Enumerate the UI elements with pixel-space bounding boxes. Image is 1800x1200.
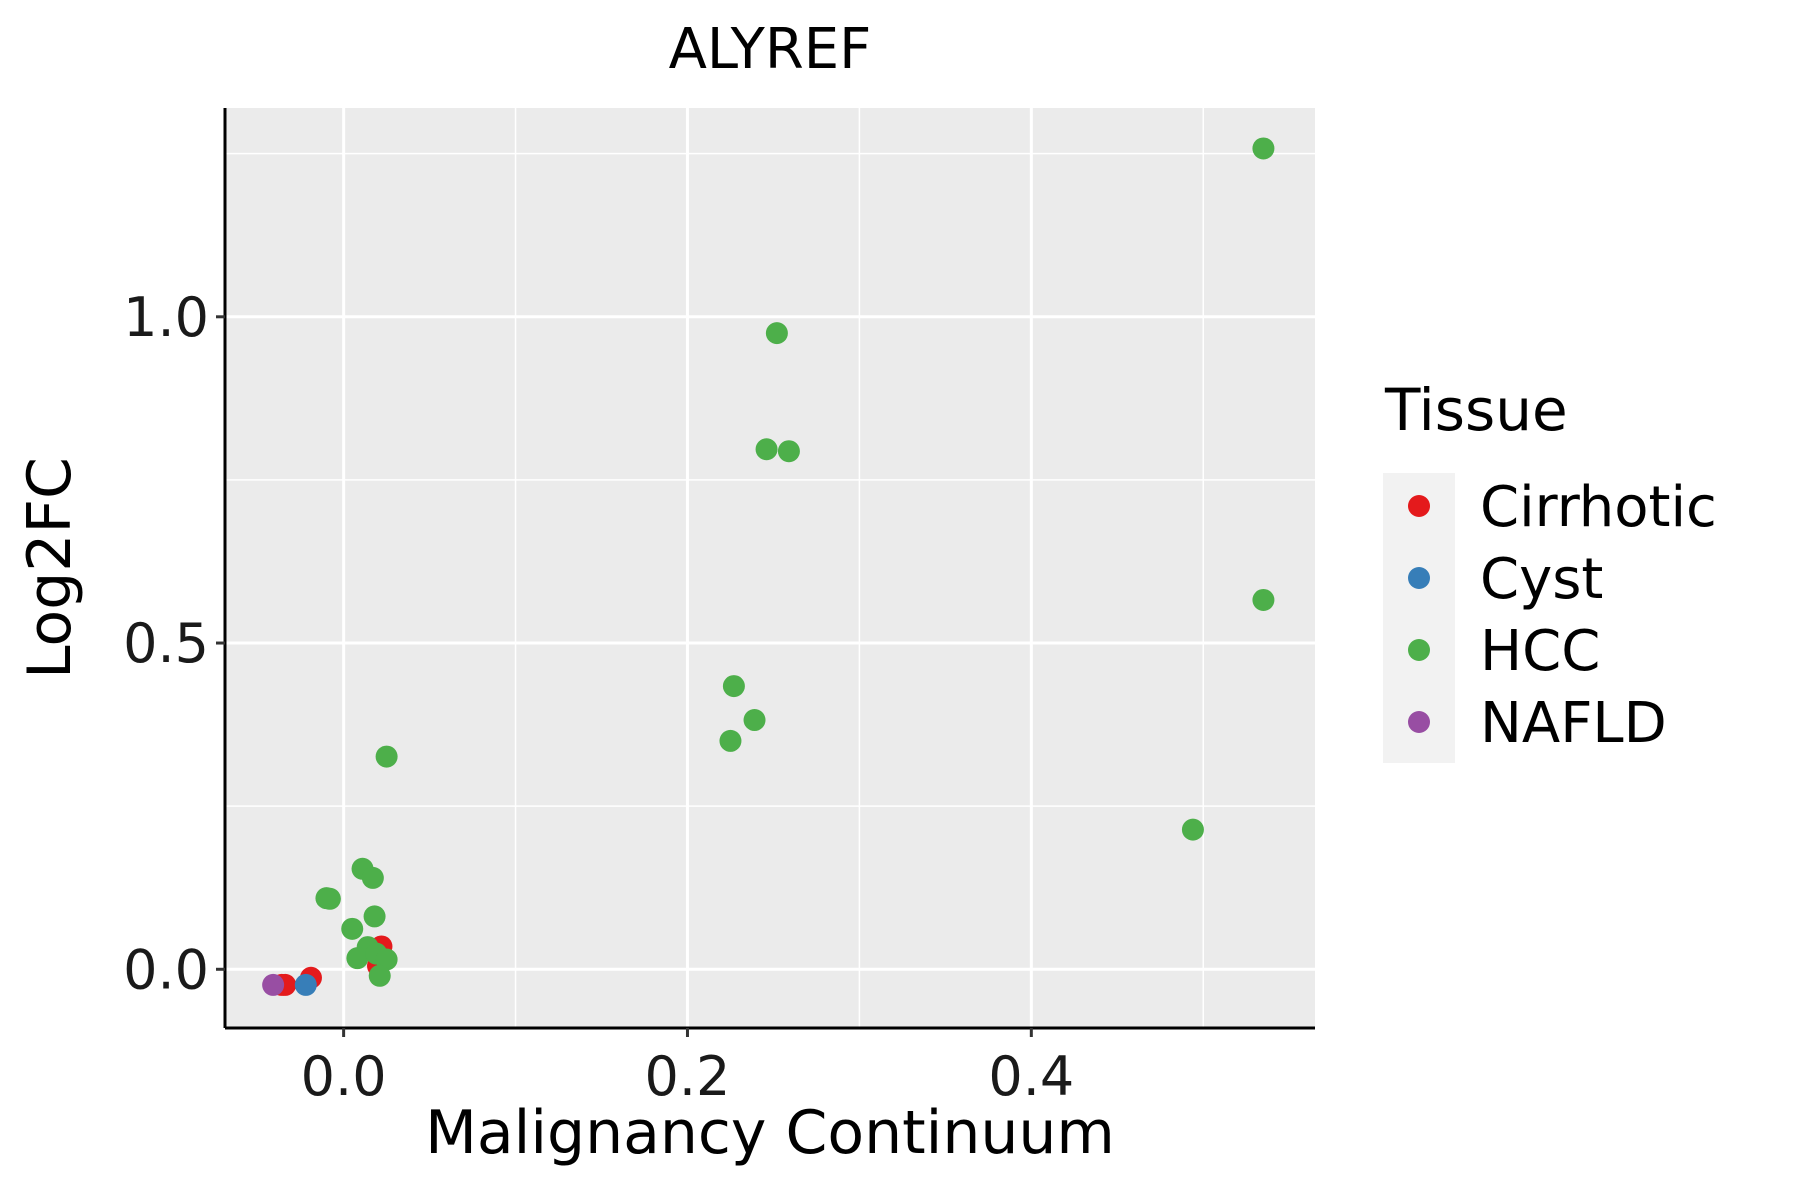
legend-label-cyst: Cyst bbox=[1480, 547, 1603, 612]
x-ticks: 0.0 0.2 0.4 bbox=[301, 1028, 1074, 1108]
legend-key-cirrhotic bbox=[1408, 495, 1430, 517]
legend-key-hcc bbox=[1408, 639, 1430, 661]
data-point-hcc bbox=[1252, 588, 1275, 611]
data-point-hcc bbox=[341, 917, 364, 940]
x-tick-label: 0.2 bbox=[645, 1045, 731, 1108]
data-points bbox=[262, 137, 1275, 996]
x-axis-title: Malignancy Continuum bbox=[425, 1098, 1115, 1168]
data-point-hcc bbox=[1181, 818, 1204, 841]
y-tick-label: 0.5 bbox=[123, 612, 209, 675]
series-cyst bbox=[294, 973, 317, 996]
data-point-hcc bbox=[346, 947, 369, 970]
y-tick-label: 1.0 bbox=[123, 286, 209, 349]
y-axis-title: Log2FC bbox=[15, 457, 85, 679]
grid-minor bbox=[225, 108, 1315, 1028]
legend-key-cyst bbox=[1408, 567, 1430, 589]
data-point-hcc bbox=[755, 438, 778, 461]
data-point-hcc bbox=[375, 745, 398, 768]
data-point-nafld bbox=[262, 973, 285, 996]
data-point-hcc bbox=[363, 905, 386, 928]
data-point-hcc bbox=[318, 887, 341, 910]
legend-items: Cirrhotic Cyst HCC NAFLD bbox=[1408, 475, 1717, 756]
y-tick-label: 0.0 bbox=[123, 938, 209, 1001]
series-nafld bbox=[262, 973, 285, 996]
legend: Tissue Cirrhotic Cyst HCC NAFLD bbox=[1383, 376, 1717, 763]
data-point-cyst bbox=[294, 973, 317, 996]
data-point-hcc bbox=[361, 866, 384, 889]
data-point-hcc bbox=[777, 440, 800, 463]
legend-label-nafld: NAFLD bbox=[1480, 691, 1667, 756]
y-ticks: 0.0 0.5 1.0 bbox=[123, 286, 225, 1001]
data-point-hcc bbox=[765, 322, 788, 345]
series-hcc bbox=[315, 137, 1275, 987]
chart-title: ALYREF bbox=[669, 17, 872, 82]
plot-panel bbox=[225, 108, 1315, 1028]
data-point-hcc bbox=[722, 675, 745, 698]
data-point-hcc bbox=[1252, 137, 1275, 160]
legend-key-nafld bbox=[1408, 711, 1430, 733]
legend-title: Tissue bbox=[1384, 376, 1568, 444]
x-tick-label: 0.4 bbox=[988, 1045, 1074, 1108]
x-tick-label: 0.0 bbox=[301, 1045, 387, 1108]
legend-label-hcc: HCC bbox=[1480, 619, 1600, 684]
legend-label-cirrhotic: Cirrhotic bbox=[1480, 475, 1717, 540]
data-point-hcc bbox=[719, 729, 742, 752]
grid-major bbox=[225, 108, 1315, 1028]
data-point-hcc bbox=[743, 709, 766, 732]
data-point-hcc bbox=[368, 964, 391, 987]
